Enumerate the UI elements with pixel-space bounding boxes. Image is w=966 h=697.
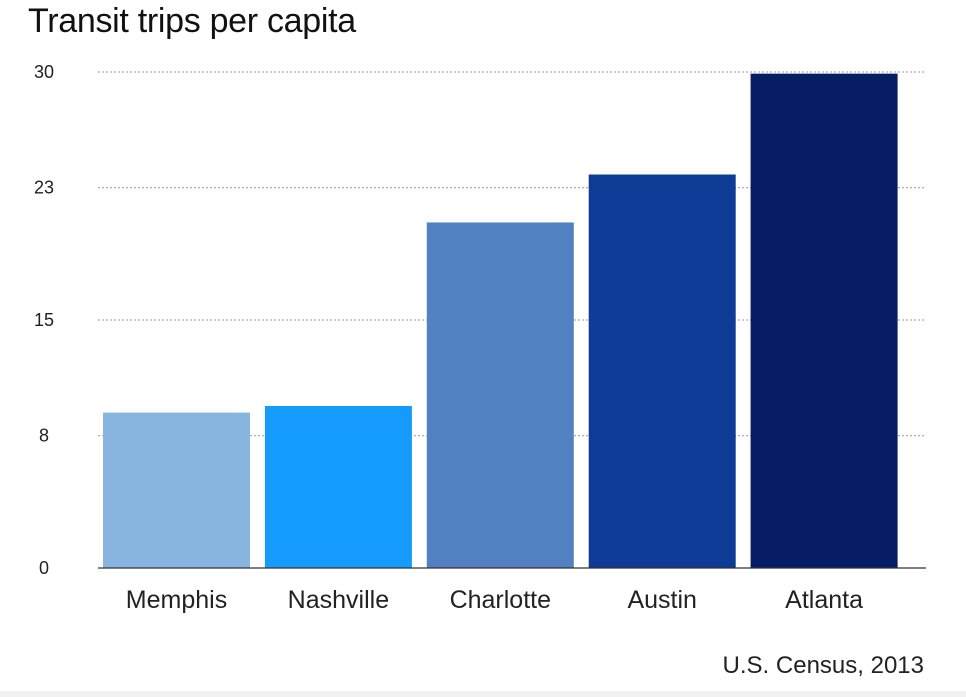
x-axis-labels: Memphis Nashville Charlotte Austin Atlanta [126,586,863,614]
y-axis-ticks: 0 8 15 23 30 [34,62,54,578]
bars [103,73,898,569]
x-category-label: Memphis [126,586,227,614]
x-category-label: Charlotte [450,586,551,614]
bar-nashville [264,405,412,568]
y-tick-label: 0 [39,558,49,578]
source-note: U.S. Census, 2013 [722,652,924,679]
y-tick-label: 30 [34,62,54,82]
x-category-label: Austin [627,586,696,614]
x-category-label: Nashville [288,586,389,614]
y-tick-label: 15 [34,310,54,330]
bar-austin [588,174,736,569]
bottom-strip [0,691,966,697]
bar-memphis [103,412,250,568]
bar-charlotte [426,222,574,568]
y-tick-label: 23 [34,178,54,198]
y-tick-label: 8 [39,426,49,446]
x-category-label: Atlanta [785,586,863,614]
chart-title: Transit trips per capita [28,2,356,40]
bar-atlanta [750,73,898,569]
